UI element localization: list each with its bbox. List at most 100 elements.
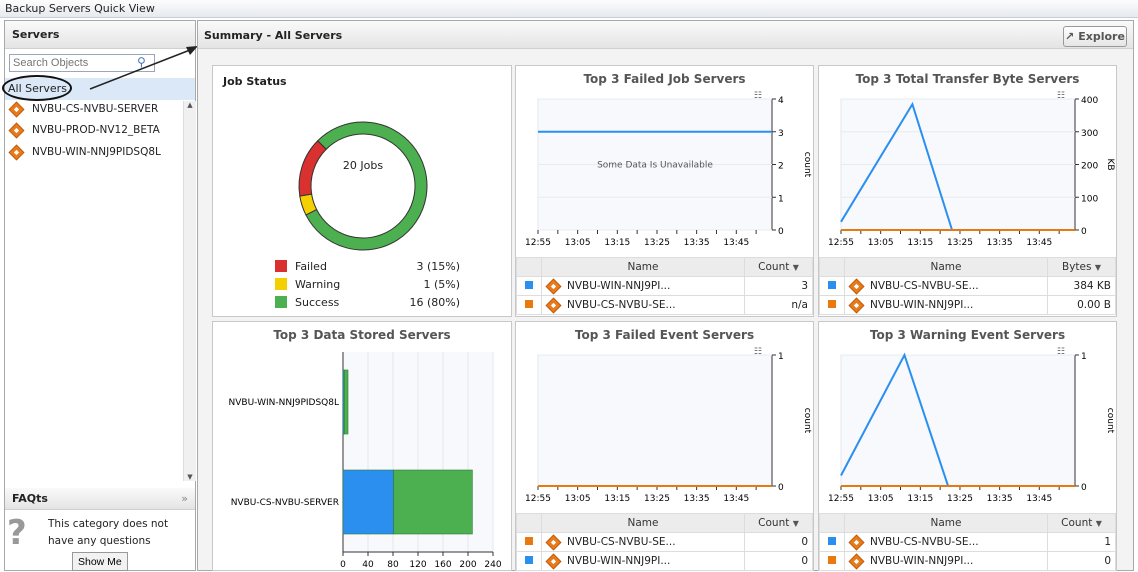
x-tick-label: 80	[387, 560, 399, 570]
name-column-header[interactable]: Name	[844, 513, 1048, 533]
x-tick-label: 13:45	[723, 238, 749, 248]
x-tick-label: 13:45	[723, 494, 749, 504]
name-column-header[interactable]: Name	[844, 257, 1048, 277]
x-tick-label: 12:55	[525, 238, 551, 248]
series-swatch	[828, 556, 836, 564]
x-tick-label: 13:25	[644, 238, 670, 248]
value-column-header[interactable]: Count ▼	[744, 257, 813, 277]
table-row[interactable]: NVBU-WIN-NNJ9PI... 0	[516, 551, 813, 571]
chart-menu-icon[interactable]: ☷	[754, 347, 762, 357]
swatch-column-header	[516, 257, 542, 277]
y-tick-label: NVBU-WIN-NNJ9PIDSQ8L	[229, 398, 339, 408]
chart-legend-table: Name Count ▼ NVBU-CS-NVBU-SE... 1 NVBU-WIN-N…	[819, 513, 1116, 571]
x-tick-label: 13:15	[604, 238, 630, 248]
value-column-header[interactable]: Bytes ▼	[1047, 257, 1116, 277]
series-swatch	[828, 281, 836, 289]
row-value: 0	[744, 551, 813, 571]
sort-desc-icon: ▼	[1095, 519, 1102, 528]
sort-desc-icon: ▼	[1094, 263, 1101, 272]
y-tick-label: 0	[1081, 483, 1087, 493]
bar-available[interactable]	[393, 469, 473, 535]
server-label: NVBU-CS-NVBU-SERVER	[32, 103, 159, 115]
name-column-header[interactable]: Name	[541, 257, 745, 277]
scroll-up-icon[interactable]: ▲	[187, 101, 193, 109]
server-icon	[8, 122, 25, 138]
x-tick-label: 13:05	[565, 494, 591, 504]
column-label: Count	[758, 517, 790, 529]
table-row[interactable]: NVBU-CS-NVBU-SE... 384 KB	[819, 276, 1116, 296]
y-tick-label: 0	[1081, 227, 1087, 237]
x-tick-label: 13:15	[907, 238, 933, 248]
tree-item-server[interactable]: NVBU-PROD-NV12_BETA	[8, 120, 184, 140]
card-title: Job Status	[223, 75, 287, 88]
chart-menu-icon[interactable]: ☷	[1057, 91, 1065, 101]
x-tick-label: 13:35	[987, 494, 1013, 504]
value-column-header[interactable]: Count ▼	[1047, 513, 1116, 533]
chart-title: Top 3 Total Transfer Byte Servers	[855, 72, 1080, 86]
table-row[interactable]: NVBU-CS-NVBU-SE... 0	[516, 532, 813, 552]
table-row[interactable]: NVBU-CS-NVBU-SE... 1	[819, 532, 1116, 552]
bar-data-stored[interactable]	[342, 469, 394, 535]
faq-text: This category does not have any question…	[48, 518, 169, 547]
servers-header: Servers	[5, 21, 195, 49]
table-row[interactable]: NVBU-WIN-NNJ9PI... 3	[516, 276, 813, 296]
callout-arrow	[89, 46, 198, 90]
row-value: n/a	[744, 295, 813, 315]
y-tick-label: 300	[1081, 129, 1098, 139]
bar-available[interactable]	[343, 369, 349, 435]
chart-menu-icon[interactable]: ☷	[754, 91, 762, 101]
server-name: NVBU-WIN-NNJ9PI...	[567, 555, 671, 567]
x-tick-label: 13:45	[1026, 494, 1052, 504]
table-row[interactable]: NVBU-CS-NVBU-SE... n/a	[516, 295, 813, 315]
donut-slice-success[interactable]	[305, 121, 428, 251]
name-column-header[interactable]: Name	[541, 513, 745, 533]
y-axis-label: KB	[1105, 158, 1115, 170]
server-name: NVBU-CS-NVBU-SE...	[870, 536, 979, 548]
row-value: 0	[1047, 551, 1116, 571]
show-me-button[interactable]: Show Me	[72, 552, 128, 571]
x-tick-label: 160	[434, 560, 451, 570]
explore-button[interactable]: ↗ Explore	[1063, 26, 1127, 47]
server-name: NVBU-CS-NVBU-SE...	[567, 299, 676, 311]
table-row[interactable]: NVBU-WIN-NNJ9PI... 0	[819, 551, 1116, 571]
x-tick-label: 13:35	[684, 238, 710, 248]
legend-label: Warning	[295, 277, 341, 291]
legend-value: 1 (5%)	[423, 277, 460, 291]
x-tick-label: 200	[459, 560, 476, 570]
sort-desc-icon: ▼	[792, 263, 799, 272]
chart-legend-table: Name Bytes ▼ NVBU-CS-NVBU-SE... 384 KB NVBU-…	[819, 257, 1116, 315]
x-tick-label: 13:45	[1026, 238, 1052, 248]
scroll-down-icon[interactable]: ▼	[187, 473, 193, 481]
row-value: 3	[744, 276, 813, 296]
row-value: 0.00 B	[1047, 295, 1116, 315]
collapse-icon[interactable]: »	[181, 492, 188, 505]
series-swatch	[828, 537, 836, 545]
row-value: 0	[744, 532, 813, 552]
server-name: NVBU-WIN-NNJ9PI...	[870, 555, 974, 567]
y-axis-label: count	[802, 408, 812, 434]
y-tick-label: 4	[778, 96, 784, 106]
tree-item-server[interactable]: NVBU-WIN-NNJ9PIDSQ8L	[8, 142, 184, 162]
server-name: NVBU-CS-NVBU-SE...	[567, 536, 676, 548]
faq-header[interactable]: FAQts »	[5, 488, 195, 510]
search-input[interactable]	[9, 54, 155, 72]
chart-plot: 0 100 200 300 400 12:55 13:05 13:15 13:25 13:35 13…	[828, 91, 1115, 248]
donut-center-label: 20 Jobs	[342, 159, 384, 172]
table-row[interactable]: NVBU-WIN-NNJ9PI... 0.00 B	[819, 295, 1116, 315]
y-tick-label: 3	[778, 129, 784, 139]
explore-label: Explore	[1078, 30, 1125, 43]
sort-desc-icon: ▼	[792, 519, 799, 528]
x-tick-label: 13:05	[565, 238, 591, 248]
scrollbar[interactable]: ▲ ▼	[183, 101, 196, 481]
search-icon[interactable]: ⚲	[137, 55, 146, 69]
value-column-header[interactable]: Count ▼	[744, 513, 813, 533]
y-tick-label: NVBU-CS-NVBU-SERVER	[231, 498, 339, 508]
chart-plot: 0 1 12:55 13:05 13:15 13:25 13:35 13:45 count ☷	[828, 347, 1115, 504]
server-name: NVBU-CS-NVBU-SE...	[870, 280, 979, 292]
data-stored-servers-card: Top 3 Data Stored Servers 0 40 80 120 160 200 2…	[212, 321, 512, 571]
donut-slice-failed[interactable]	[298, 140, 327, 197]
row-value: 1	[1047, 532, 1116, 552]
tree-item-server[interactable]: NVBU-CS-NVBU-SERVER	[8, 99, 184, 119]
chart-menu-icon[interactable]: ☷	[1057, 347, 1065, 357]
server-icon	[545, 297, 562, 313]
